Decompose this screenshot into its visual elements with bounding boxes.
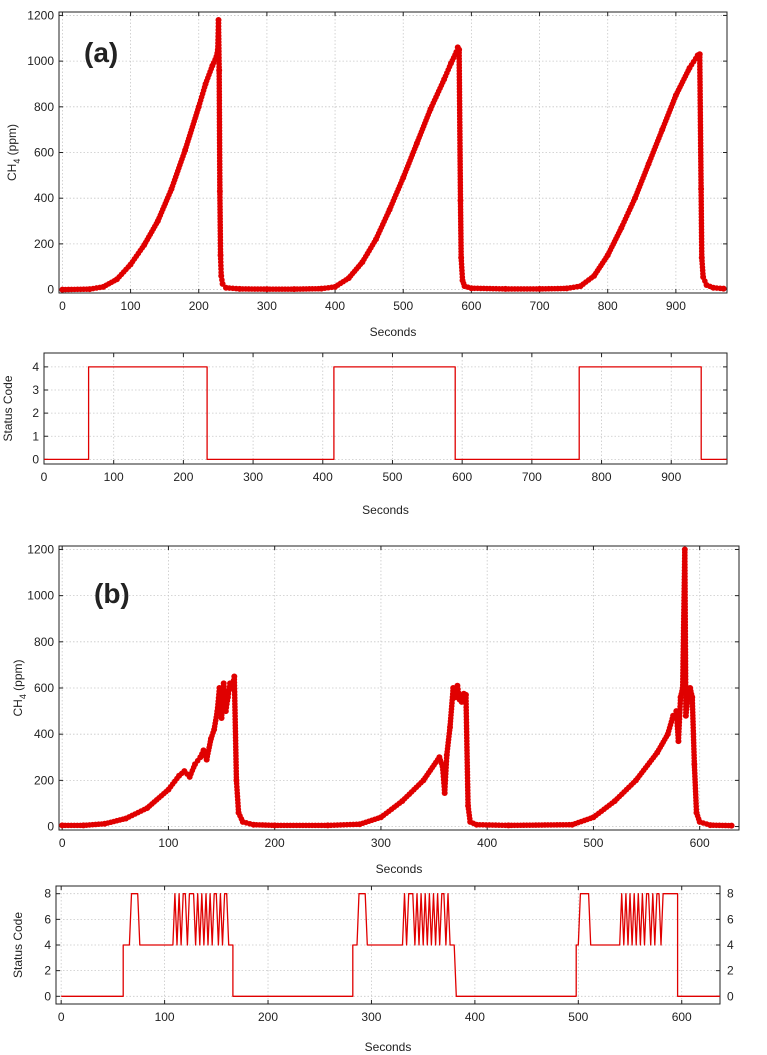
x-axis-title: Seconds <box>362 503 409 517</box>
y-tick-label-right: 6 <box>727 912 734 926</box>
x-axis-title: Seconds <box>376 862 423 876</box>
x-tick-label: 200 <box>173 470 193 484</box>
x-tick-label: 600 <box>672 1010 692 1024</box>
x-tick-label: 400 <box>465 1010 485 1024</box>
y-tick-label: 2 <box>32 406 39 420</box>
y-tick-label: 200 <box>34 237 54 251</box>
x-tick-label: 800 <box>598 299 618 313</box>
y-tick-label: 0 <box>44 989 51 1003</box>
x-tick-label: 200 <box>189 299 209 313</box>
x-tick-label: 900 <box>661 470 681 484</box>
x-tick-label: 800 <box>592 470 612 484</box>
y-tick-label: 800 <box>34 635 54 649</box>
y-tick-label: 400 <box>34 727 54 741</box>
x-tick-label: 0 <box>58 1010 65 1024</box>
x-tick-label: 400 <box>325 299 345 313</box>
y-tick-label-right: 4 <box>727 938 734 952</box>
y-tick-label: 4 <box>32 360 39 374</box>
x-tick-label: 600 <box>452 470 472 484</box>
y-tick-label: 400 <box>34 191 54 205</box>
x-tick-label: 500 <box>382 470 402 484</box>
y-tick-label: 6 <box>44 912 51 926</box>
plot-b-ch4: 0 100 200 300 400 500 600 0 200 400 600 800 1000 1200… <box>11 542 740 876</box>
y-tick-label: 1 <box>32 429 39 443</box>
x-tick-label: 500 <box>583 836 603 850</box>
y-tick-label: 1000 <box>27 54 54 68</box>
y-tick-label: 0 <box>47 283 54 297</box>
x-tick-label: 100 <box>158 836 178 850</box>
x-tick-label: 0 <box>59 299 66 313</box>
y-tick-label: 1200 <box>27 542 54 556</box>
series-line <box>44 366 727 461</box>
data-point <box>219 280 226 287</box>
y-tick-label: 8 <box>44 887 51 901</box>
y-tick-label: 1200 <box>27 8 54 22</box>
x-axis-title: Seconds <box>370 325 417 339</box>
x-tick-label: 100 <box>155 1010 175 1024</box>
y-axis-title: Status Code <box>1 375 15 441</box>
y-tick-label-right: 2 <box>727 964 734 978</box>
y-tick-label: 600 <box>34 146 54 160</box>
x-tick-label: 300 <box>361 1010 381 1024</box>
y-tick-label: 0 <box>47 820 54 834</box>
y-axis-title: CH4 (ppm) <box>11 659 28 716</box>
y-axis-title: Status Code <box>11 912 25 978</box>
x-tick-label: 100 <box>121 299 141 313</box>
series-line <box>62 19 724 291</box>
y-tick-label-right: 0 <box>727 989 734 1003</box>
y-tick-label: 3 <box>32 383 39 397</box>
panel-label-b: (b) <box>94 578 130 609</box>
plot-b-status-code: 0 100 200 300 400 500 600 0 2 4 6 8 0 2 4 6 8 Seconds Stat… <box>11 885 734 1054</box>
x-tick-label: 300 <box>257 299 277 313</box>
x-tick-label: 400 <box>313 470 333 484</box>
data-point <box>720 285 727 292</box>
y-tick-label: 2 <box>44 964 51 978</box>
x-tick-label: 200 <box>258 1010 278 1024</box>
y-tick-label: 200 <box>34 773 54 787</box>
y-tick-label: 1000 <box>27 589 54 603</box>
x-tick-label: 600 <box>461 299 481 313</box>
x-tick-label: 300 <box>371 836 391 850</box>
y-tick-label-right: 8 <box>727 887 734 901</box>
x-tick-label: 400 <box>477 836 497 850</box>
data-point <box>728 822 735 829</box>
panel-label-a: (a) <box>84 37 118 68</box>
x-tick-label: 200 <box>265 836 285 850</box>
x-tick-label: 0 <box>59 836 66 850</box>
y-tick-label: 0 <box>32 452 39 466</box>
x-tick-label: 700 <box>530 299 550 313</box>
x-tick-label: 900 <box>666 299 686 313</box>
plot-frame <box>43 352 728 465</box>
x-axis-title: Seconds <box>365 1040 412 1054</box>
y-tick-label: 600 <box>34 681 54 695</box>
y-tick-label: 800 <box>34 100 54 114</box>
plot-a-status-code: 0 100 200 300 400 500 600 700 800 900 0 1 2 3 4 Seconds… <box>1 352 728 517</box>
y-axis-title: CH4 (ppm) <box>5 124 22 181</box>
x-tick-label: 0 <box>41 470 48 484</box>
x-tick-label: 500 <box>393 299 413 313</box>
y-tick-label: 4 <box>44 938 51 952</box>
plot-a-ch4: 0 100 200 300 400 500 600 700 800 900 0 200 400 600 80… <box>5 8 728 339</box>
x-tick-label: 500 <box>568 1010 588 1024</box>
x-tick-label: 600 <box>690 836 710 850</box>
x-tick-label: 300 <box>243 470 263 484</box>
x-tick-label: 100 <box>104 470 124 484</box>
series-line <box>61 893 720 997</box>
x-tick-label: 700 <box>522 470 542 484</box>
